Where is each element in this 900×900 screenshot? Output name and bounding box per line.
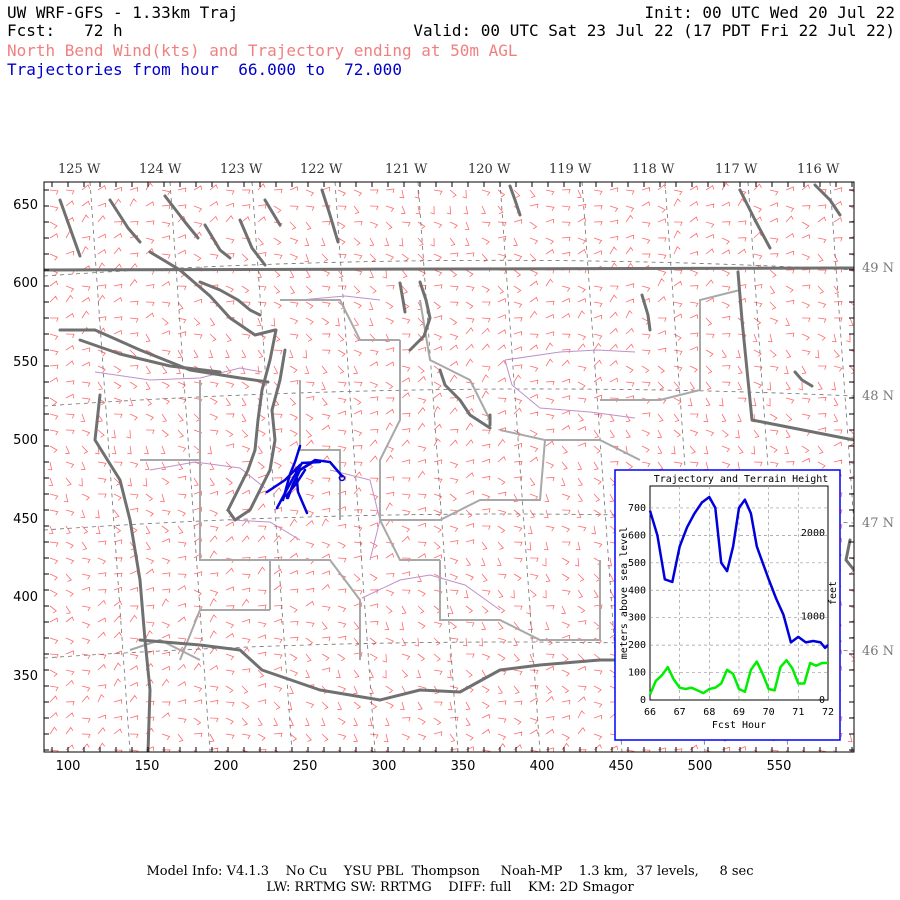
- inset-y-tick-label: 0: [640, 695, 646, 706]
- x-tick-label: 150: [135, 759, 160, 774]
- inset-x-ticks: 66 67 68 69 70 71 72: [644, 707, 834, 718]
- trajectory-height-inset: Trajectory and Terrain Height 66 67 68 69 70…: [614, 469, 841, 741]
- trajectory-range: Trajectories from hour 66.000 to 72.000: [7, 60, 402, 79]
- lat-label: 47 N: [862, 516, 894, 531]
- trajectory-paths: [265, 444, 344, 515]
- wind-barb-field: [47, 182, 854, 752]
- map-subtitle: North Bend Wind(kts) and Trajectory endi…: [7, 41, 518, 60]
- inset-series: [648, 495, 829, 695]
- inset-x-tick-label: 66: [644, 707, 656, 718]
- x-tick-label: 200: [214, 759, 239, 774]
- inset-y-tick-label: 300: [628, 613, 646, 624]
- lon-label: 122 W: [300, 162, 343, 177]
- valid-time: Valid: 00 UTC Sat 23 Jul 22 (17 PDT Fri …: [413, 21, 895, 40]
- inset-x-tick-label: 70: [763, 707, 775, 718]
- inset-y-label-right: feet: [828, 581, 839, 605]
- lon-label: 125 W: [58, 162, 101, 177]
- forecast-hour: Fcst: 72 h: [7, 21, 123, 40]
- inset-y-tick-label-right: 2000: [801, 528, 825, 539]
- chart-title: UW WRF-GFS - 1.33km Traj: [7, 3, 239, 22]
- inset-y-tick-label: 200: [628, 640, 646, 651]
- y-tick-label: 350: [13, 669, 38, 684]
- inset-y-tick-label: 700: [628, 503, 646, 514]
- lon-label: 117 W: [715, 162, 758, 177]
- inset-x-tick-label: 67: [674, 707, 686, 718]
- x-tick-label: 500: [688, 759, 713, 774]
- lon-label: 116 W: [797, 162, 840, 177]
- inset-y-ticks: 0 100 200 300 400 500 600 700: [628, 503, 646, 706]
- lat-label: 49 N: [862, 261, 894, 276]
- x-tick-label: 100: [56, 759, 81, 774]
- lon-label: 121 W: [385, 162, 428, 177]
- trajectory-end-marker: [338, 474, 346, 482]
- inset-y-tick-label: 600: [628, 530, 646, 541]
- inset-y-label-left: meters above sea level: [619, 527, 630, 659]
- map-frame: [43, 181, 855, 753]
- x-tick-label: 250: [293, 759, 318, 774]
- trajectory-height-line: [648, 495, 829, 650]
- lon-label: 124 W: [139, 162, 182, 177]
- y-tick-label: 650: [13, 198, 38, 213]
- lon-label: 120 W: [468, 162, 511, 177]
- x-tick-label: 400: [530, 759, 555, 774]
- inset-x-tick-label: 69: [733, 707, 745, 718]
- model-info-line1: Model Info: V4.1.3 No Cu YSU PBL Thompso…: [146, 864, 754, 879]
- inset-x-tick-label: 71: [792, 707, 804, 718]
- init-time: Init: 00 UTC Wed 20 Jul 22: [644, 3, 895, 22]
- x-tick-label: 300: [372, 759, 397, 774]
- inset-y-ticks-right: 0 1000 2000: [801, 528, 825, 706]
- inset-y-tick-label: 400: [628, 585, 646, 596]
- inset-x-tick-label: 68: [703, 707, 715, 718]
- inset-y-tick-label-right: 1000: [801, 611, 825, 622]
- x-tick-label: 350: [451, 759, 476, 774]
- inset-title: Trajectory and Terrain Height: [654, 474, 829, 485]
- inset-y-tick-label: 500: [628, 558, 646, 569]
- y-tick-label: 550: [13, 355, 38, 370]
- lon-label: 118 W: [632, 162, 675, 177]
- inset-y-tick-label: 100: [628, 668, 646, 679]
- lat-label: 48 N: [862, 389, 894, 404]
- lon-label: 123 W: [220, 162, 263, 177]
- inset-x-label: Fcst Hour: [712, 720, 766, 731]
- county-boundaries: [94, 295, 636, 611]
- map-axis-ticks: [44, 182, 854, 752]
- wind-barbs: [47, 182, 854, 752]
- lon-label: 119 W: [549, 162, 592, 177]
- y-tick-label: 400: [13, 590, 38, 605]
- x-tick-label: 550: [767, 759, 792, 774]
- lat-label: 46 N: [862, 644, 894, 659]
- coastline-and-borders: [44, 183, 854, 752]
- model-info-line2: LW: RRTMG SW: RRTMG DIFF: full KM: 2D Sm…: [266, 880, 634, 895]
- y-tick-label: 500: [13, 433, 38, 448]
- terrain-height-line: [648, 658, 828, 695]
- y-tick-label: 450: [13, 512, 38, 527]
- inset-y-tick-label-right: 0: [819, 695, 825, 706]
- x-tick-label: 450: [609, 759, 634, 774]
- inset-x-tick-label: 72: [822, 707, 834, 718]
- y-tick-label: 600: [13, 276, 38, 291]
